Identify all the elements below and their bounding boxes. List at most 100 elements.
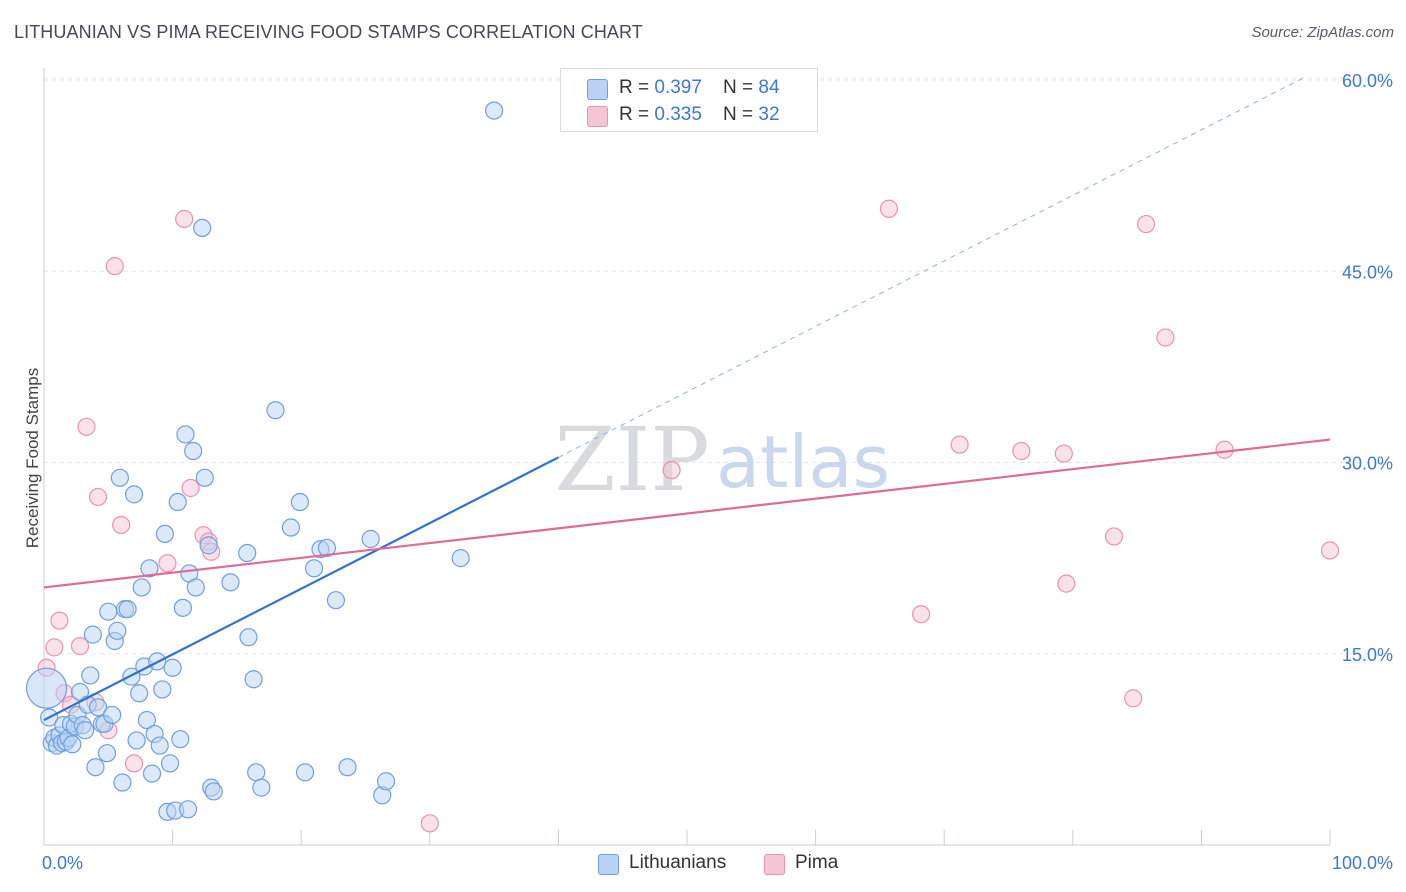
pima-point — [1215, 440, 1234, 459]
lithuanian-point — [244, 670, 263, 689]
chart-title: LITHUANIAN VS PIMA RECEIVING FOOD STAMPS… — [14, 22, 643, 42]
pima-point — [1137, 214, 1156, 234]
x-tick-label: 100.0% — [1332, 853, 1393, 873]
pima-point — [88, 487, 108, 507]
lithuanian-point — [376, 772, 396, 791]
lithuanian-point — [81, 666, 100, 685]
lithuanian-point — [221, 573, 240, 592]
lithuanian-point — [86, 758, 105, 777]
lithuanian-point — [83, 625, 102, 644]
pima-point — [950, 435, 969, 454]
lithuanian-point — [76, 721, 95, 740]
lithuanian-point — [110, 468, 129, 487]
legend-r-value: 0.335 — [654, 104, 702, 125]
lithuanian-point — [132, 578, 151, 597]
lithuanian-trend-extension — [558, 77, 1305, 458]
pima-point — [124, 754, 144, 773]
lithuanian-point — [451, 549, 470, 568]
lithuanian-point — [130, 684, 149, 703]
pima-point — [662, 461, 681, 480]
lithuanian-point — [153, 680, 172, 699]
lithuanian-point — [163, 658, 182, 677]
lithuanian-point — [113, 773, 132, 792]
legend-r-label: R = — [619, 77, 655, 98]
bottom-legend-swatch-blue — [598, 854, 619, 875]
lithuanian-point — [108, 621, 127, 640]
pima-point — [879, 199, 899, 218]
bottom-legend-swatch-pink — [764, 854, 785, 875]
lithuanian-point — [173, 598, 192, 617]
lithuanian-point — [63, 735, 82, 754]
pima-point — [77, 417, 96, 436]
pima-point — [112, 515, 131, 535]
lithuanian-point — [127, 731, 146, 750]
lithuanian-point — [176, 425, 195, 444]
lithuanian-point — [178, 800, 198, 819]
pima-point — [158, 554, 177, 573]
lithuanian-point — [184, 441, 203, 461]
lithuanian-point — [238, 543, 257, 563]
lithuanian-points — [25, 101, 504, 821]
lithuanian-point — [239, 628, 258, 647]
lithuanian-point — [485, 101, 504, 120]
lithuanian-point — [171, 730, 190, 749]
pima-point — [175, 209, 194, 229]
lithuanian-point — [281, 518, 301, 537]
pima-point — [45, 638, 64, 657]
tick-labels: 15.0% 30.0% 45.0% 60.0% 0.0% 100.0% — [42, 71, 1393, 873]
legend-swatch-pink — [587, 106, 608, 127]
y-tick-label: 30.0% — [1342, 454, 1393, 474]
lithuanian-point — [97, 744, 117, 763]
y-axis-label: Receiving Food Stamps — [23, 368, 42, 548]
lithuanian-point — [137, 710, 156, 730]
lithuanian-point — [118, 600, 137, 619]
lithuanian-point — [140, 559, 159, 578]
lithuanian-point — [290, 492, 310, 512]
legend-r-value: 0.397 — [654, 77, 702, 98]
bottom-legend-label: Lithuanians — [629, 852, 727, 873]
lithuanian-point — [317, 538, 337, 558]
lithuanian-point — [304, 559, 324, 578]
bottom-legend-label: Pima — [795, 852, 839, 873]
pima-point — [70, 636, 90, 656]
pima-point — [1156, 328, 1175, 347]
pima-point — [1054, 444, 1073, 463]
legend-r-label: R = — [619, 104, 655, 125]
lithuanian-point — [168, 492, 187, 512]
pima-point — [1124, 689, 1143, 708]
lithuanian-point — [99, 602, 118, 621]
lithuanian-point — [193, 218, 212, 237]
lithuanian-trend-line — [43, 456, 559, 722]
lithuanian-point — [338, 758, 357, 777]
legend-n-value: 32 — [758, 104, 780, 125]
pima-point — [1057, 574, 1076, 593]
lithuanian-point — [142, 764, 162, 783]
pima-point — [50, 611, 69, 630]
pima-point — [911, 605, 931, 624]
pima-point — [420, 814, 439, 833]
y-tick-label: 45.0% — [1342, 262, 1393, 282]
lithuanian-point — [204, 782, 223, 801]
source-note: Source: ZipAtlas.com — [1251, 24, 1394, 41]
lithuanian-point — [252, 778, 271, 797]
pima-point — [181, 478, 200, 498]
legend-n-value: 84 — [758, 77, 780, 98]
watermark-zip: ZIP — [554, 408, 709, 511]
trend-lines — [43, 77, 1331, 722]
lithuanian-point — [186, 578, 205, 597]
stats-legend: R = 0.397 N = 84 R = 0.335 N = 32 — [560, 68, 818, 132]
lithuanian-point — [326, 591, 346, 610]
lithuanian-point — [266, 401, 285, 420]
lithuanian-point — [103, 705, 122, 725]
y-tick-label: 15.0% — [1342, 645, 1393, 665]
x-tick-label: 0.0% — [42, 853, 83, 873]
y-tick-label: 60.0% — [1342, 71, 1393, 91]
watermark: ZIP atlas — [554, 408, 890, 511]
lithuanian-point — [361, 529, 380, 549]
legend-n-label: N = — [723, 104, 759, 125]
legend-n-label: N = — [723, 77, 759, 98]
lithuanian-point — [199, 536, 218, 555]
watermark-atlas: atlas — [716, 420, 890, 504]
lithuanian-point — [155, 524, 174, 544]
